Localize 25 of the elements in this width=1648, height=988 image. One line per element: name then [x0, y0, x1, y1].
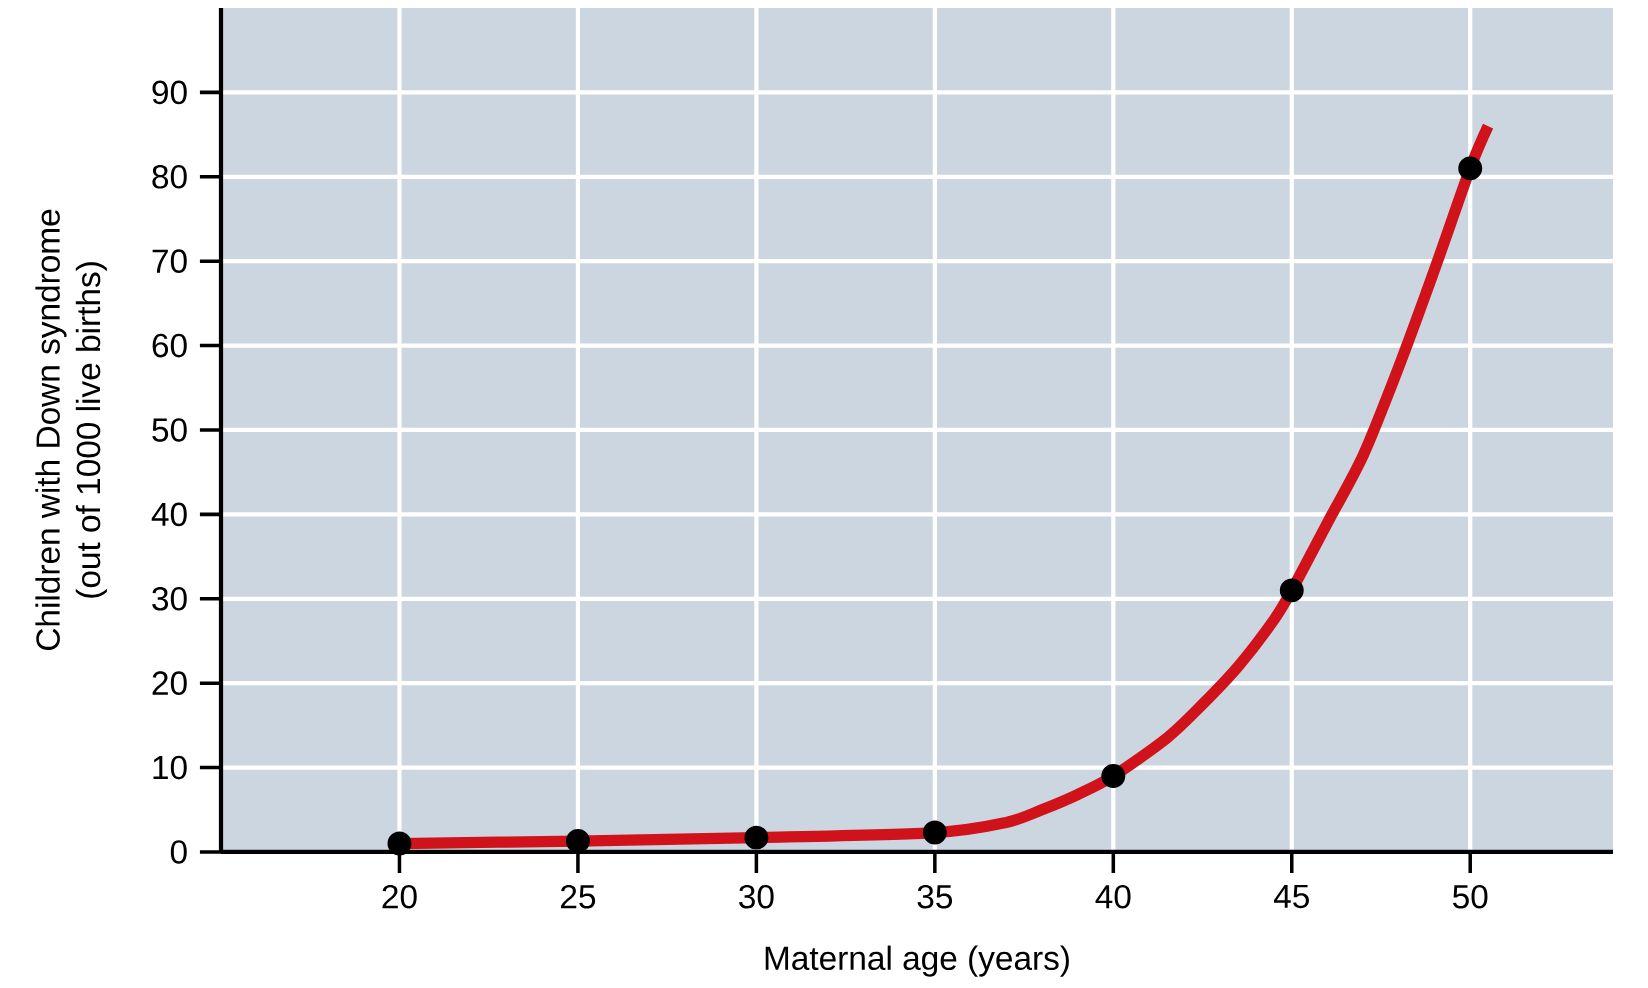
point: [1101, 764, 1126, 789]
y-tick-label: 80: [152, 165, 187, 189]
y-tick-label: 40: [151, 502, 187, 527]
x-tick-label: 25: [561, 884, 596, 909]
x-tick-label: 40: [1095, 884, 1131, 909]
point: [387, 831, 412, 856]
y-tick-label: 20: [152, 671, 187, 696]
y-tick-label: 30: [152, 587, 187, 611]
x-tick-label: 50: [1452, 884, 1488, 909]
x-tick-label: 35: [917, 884, 953, 909]
y-tick-label: 50: [152, 418, 187, 442]
point: [922, 820, 947, 845]
point: [1279, 578, 1304, 603]
x-axis-title: Maternal age (years): [765, 945, 1069, 977]
point: [1458, 156, 1483, 181]
y-axis-title: Children with Down syndrome (out of 1000 live births): [35, 209, 107, 651]
y-tick-label: 60: [152, 333, 187, 358]
point: [744, 825, 769, 850]
y-tick-label: 70: [152, 249, 187, 274]
x-tick-label: 45: [1273, 884, 1309, 909]
y-tick-label: 0: [170, 840, 187, 864]
x-tick-label: 20: [382, 884, 417, 909]
x-tick-label: 30: [739, 884, 774, 909]
y-tick-label: 90: [152, 80, 187, 105]
y-tick-label: 10: [153, 755, 187, 780]
